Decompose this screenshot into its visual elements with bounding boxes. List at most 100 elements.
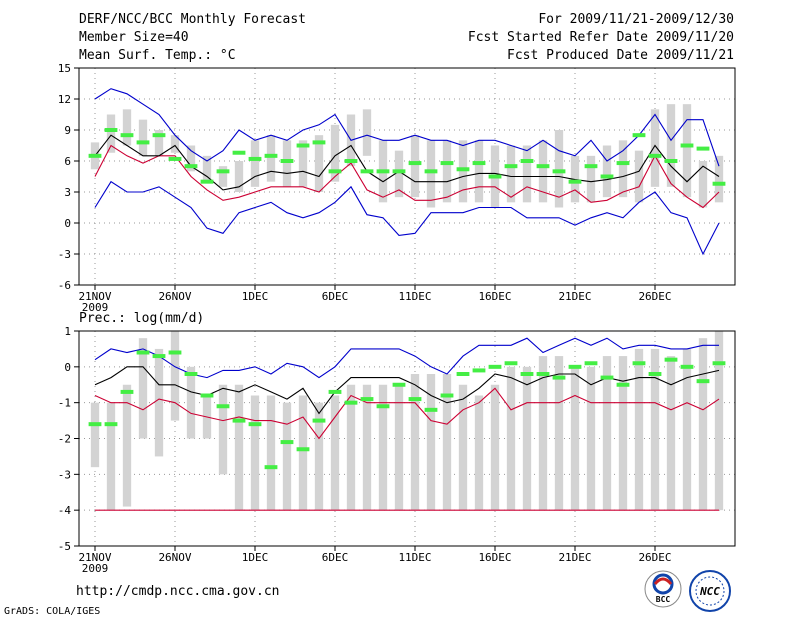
prec-ytick-label: -3: [58, 468, 71, 481]
temp-ytick-label: 9: [64, 124, 71, 137]
prec-lower-line: [94, 387, 720, 440]
temp-range-box: [170, 135, 180, 153]
prec-observed-marker: [664, 357, 678, 362]
member-size: Member Size=40: [79, 30, 189, 45]
source-url[interactable]: http://cmdp.ncc.cma.gov.cn: [76, 584, 280, 599]
prec-upper-line: [94, 337, 719, 379]
temp-min-line: [94, 180, 720, 256]
temp-observed-marker: [344, 159, 358, 163]
prec-observed-marker: [392, 382, 406, 387]
temp-observed-marker: [472, 161, 486, 166]
temp-range-box: [682, 104, 692, 198]
prec-range-box: [666, 356, 676, 511]
temp-observed-marker: [184, 164, 198, 169]
temp-observed-marker: [648, 153, 662, 158]
prec-range-box: [698, 338, 708, 511]
temp-range-box: [250, 140, 260, 187]
prec-observed-marker: [632, 361, 646, 366]
prec-range-box: [282, 402, 292, 511]
temp-xtick-label: 26DEC: [638, 290, 671, 303]
temp-observed-marker: [296, 143, 310, 148]
temp-xtick-label: 26NOV: [158, 290, 191, 303]
prec-range-box: [154, 348, 164, 457]
prec-observed-marker: [104, 422, 118, 427]
prec-observed-marker: [200, 393, 214, 398]
temp-observed-marker: [264, 153, 278, 158]
temp-xtick-label: 11DEC: [398, 290, 431, 303]
prec-observed-marker: [600, 375, 614, 380]
prec-observed-marker: [520, 372, 534, 376]
temp-ytick-label: 15: [58, 62, 71, 75]
prec-range-box: [458, 384, 468, 511]
temp-observed-marker: [152, 133, 166, 138]
temp-range-box: [554, 130, 564, 208]
prec-observed-marker: [568, 364, 582, 369]
temp-mean-line: [94, 134, 720, 191]
prec-observed-marker: [216, 404, 230, 409]
temp-observed-marker: [664, 159, 678, 163]
prec-observed-marker: [344, 400, 358, 405]
prec-range-box: [106, 402, 116, 511]
temp-ytick-label: 12: [58, 93, 71, 106]
prec-observed-marker: [264, 465, 278, 470]
temp-range-box: [618, 140, 628, 198]
temp-range-box: [698, 161, 708, 208]
prec-range-box: [554, 356, 564, 511]
temp-upper-line: [94, 88, 720, 167]
temp-observed-marker: [216, 169, 230, 174]
prec-range-box: [330, 395, 340, 511]
temp-panel-title: Mean Surf. Temp.: °C: [79, 48, 236, 63]
temp-range-box: [650, 109, 660, 187]
prec-observed-marker: [584, 361, 598, 366]
temp-observed-marker: [552, 169, 566, 174]
temp-observed-marker: [312, 140, 326, 145]
temp-ytick-label: 6: [64, 155, 71, 168]
temp-observed-marker: [456, 167, 470, 172]
prec-range-box: [122, 384, 132, 507]
temp-range-box: [410, 135, 420, 198]
prec-observed-marker: [136, 350, 150, 355]
temp-range-box: [266, 135, 276, 182]
prec-range-box: [522, 366, 532, 511]
prec-observed-marker: [696, 379, 710, 384]
temp-observed-marker: [488, 174, 502, 179]
temp-observed-marker: [440, 161, 454, 166]
prec-ytick-label: -1: [58, 397, 71, 410]
temp-range-box: [298, 140, 308, 187]
temp-ytick-label: 3: [64, 186, 71, 199]
temp-ytick-label: 0: [64, 217, 71, 230]
prec-ytick-label: -4: [58, 504, 72, 517]
prec-panel-title: Prec.: log(mm/d): [79, 311, 204, 326]
prec-range-box: [394, 384, 404, 511]
prec-observed-marker: [360, 397, 374, 402]
temp-range-box: [186, 145, 196, 172]
prec-xtick-year: 2009: [82, 562, 109, 575]
prec-mean-line: [94, 366, 720, 415]
grads-credit: GrADS: COLA/IGES: [4, 606, 100, 617]
temp-observed-marker: [536, 164, 550, 169]
prec-observed-marker: [88, 422, 102, 427]
prec-observed-marker: [312, 418, 326, 423]
temp-range-box: [154, 130, 164, 156]
prec-range-box: [538, 356, 548, 511]
temp-range-box: [234, 161, 244, 192]
temp-observed-marker: [360, 169, 374, 174]
temp-range-box: [586, 155, 596, 203]
prec-ytick-label: -5: [58, 540, 71, 553]
prec-xtick-label: 16DEC: [478, 551, 511, 564]
prec-observed-marker: [168, 350, 182, 355]
temp-range-box: [106, 114, 116, 153]
prec-observed-marker: [472, 368, 486, 373]
prec-observed-marker: [552, 375, 566, 380]
temp-range-box: [138, 119, 148, 156]
prec-xtick-label: 1DEC: [242, 551, 269, 564]
temp-observed-marker: [104, 128, 118, 132]
prec-range-box: [378, 384, 388, 511]
prec-ytick-label: 0: [64, 361, 71, 374]
temp-range-box: [634, 150, 644, 203]
temp-observed-marker: [120, 133, 134, 138]
temp-observed-marker: [584, 164, 598, 169]
ncc-logo-text: NCC: [699, 585, 720, 598]
temp-observed-marker: [408, 161, 422, 166]
prec-observed-marker: [296, 447, 310, 452]
